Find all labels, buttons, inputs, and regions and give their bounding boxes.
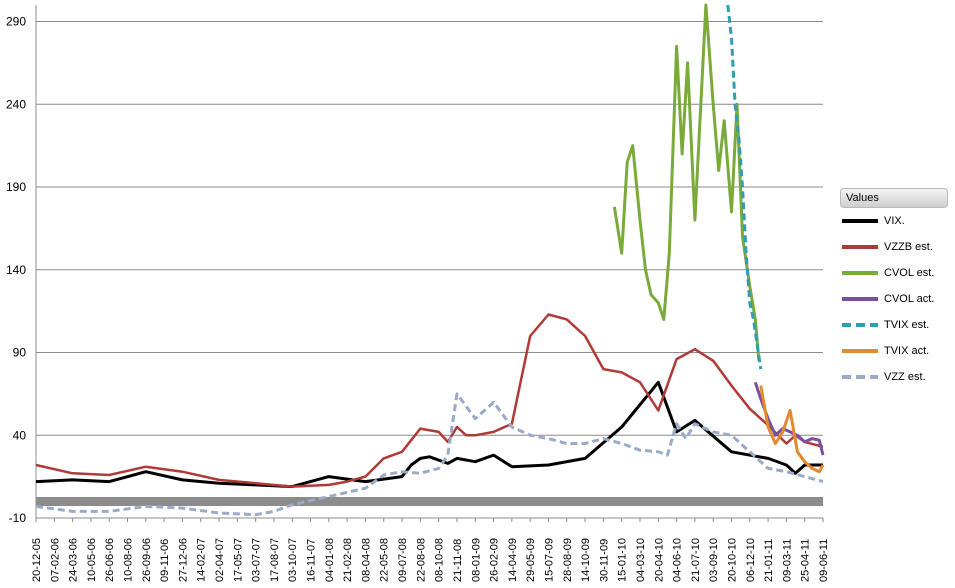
x-tick-label: 14-02-07 (196, 538, 208, 582)
y-tick-label: 140 (6, 263, 26, 277)
x-tick-label: 21-11-08 (452, 539, 464, 582)
x-tick-label: 03-10-07 (287, 538, 299, 582)
x-tick-label: 08-01-09 (470, 538, 482, 582)
legend-swatch (842, 323, 878, 327)
x-tick-label: 04-01-08 (324, 538, 336, 582)
legend-item: TVIX est. (842, 312, 952, 338)
x-tick-label: 22-08-08 (415, 538, 427, 582)
y-tick-label: 290 (6, 15, 26, 29)
legend-label: VZZB est. (884, 241, 933, 253)
x-tick-label: 03-07-07 (251, 538, 263, 582)
x-tick-label: 20-12-05 (31, 538, 43, 582)
x-tick-label: 29-05-09 (525, 538, 537, 582)
x-tick-label: 04-06-10 (672, 538, 684, 582)
x-tick-label: 15-07-09 (543, 538, 555, 582)
legend-item: VIX. (842, 208, 952, 234)
x-tick-label: 10-08-06 (123, 538, 135, 582)
legend-title: Values (840, 188, 948, 208)
x-tick-label: 14-04-09 (507, 538, 519, 582)
x-tick-label: 14-10-09 (580, 538, 592, 582)
x-tick-label: 27-12-06 (177, 538, 189, 582)
y-tick-label: 190 (6, 180, 26, 194)
x-tick-label: 26-02-09 (489, 538, 501, 582)
series-line-1 (35, 313, 824, 488)
y-tick-label: 90 (13, 346, 27, 360)
legend-item: VZZ est. (842, 364, 952, 390)
x-tick-label: 04-03-10 (635, 538, 647, 582)
legend-label: CVOL act. (884, 293, 935, 305)
x-tick-label: 20-10-10 (726, 538, 738, 582)
legend-swatch (842, 297, 878, 301)
y-tick-label: 240 (6, 97, 26, 111)
series-lines (35, 3, 825, 517)
x-tick-label: 21-01-11 (763, 539, 775, 582)
legend-item: CVOL act. (842, 286, 952, 312)
x-tick-label: 30-11-09 (598, 539, 610, 582)
x-tick-label: 22-05-08 (379, 538, 391, 582)
x-tick-label: 26-09-06 (141, 538, 153, 582)
legend-swatch (842, 375, 878, 379)
legend-label: VIX. (884, 215, 905, 227)
y-tick-labels: -10 40 90 140 190 240 290 (6, 15, 26, 525)
x-tick-label: 08-10-08 (434, 538, 446, 582)
x-tick-label: 24-03-06 (68, 538, 80, 582)
x-tick-label: 21-02-08 (342, 538, 354, 582)
series-line-6 (35, 392, 824, 517)
x-tick-label: 20-04-10 (653, 538, 665, 582)
series-line-2 (612, 3, 761, 361)
y-tick-label: -10 (9, 511, 27, 525)
legend-swatch (842, 245, 878, 249)
x-tick-label: 10-05-06 (86, 538, 98, 582)
zero-band (36, 497, 823, 506)
legend-label: TVIX est. (884, 319, 930, 331)
legend: VIX. VZZB est. CVOL est. CVOL act. TVIX est.… (842, 208, 952, 390)
legend-label: VZZ est. (884, 371, 926, 383)
x-tick-label: 15-01-10 (617, 538, 629, 582)
series-line-4 (726, 4, 763, 370)
x-tick-label: 09-11-06 (159, 539, 171, 582)
x-tick-label: 26-06-06 (104, 538, 116, 582)
series-line-0 (35, 380, 823, 489)
x-tick-label: 16-11-07 (306, 539, 318, 582)
x-tick-label: 09-06-11 (818, 539, 830, 582)
legend-swatch (842, 349, 878, 353)
legend-swatch (842, 271, 878, 275)
y-tick-label: 40 (13, 428, 27, 442)
x-tick-label: 17-05-07 (232, 538, 244, 582)
x-tick-label: 25-04-11 (800, 539, 812, 582)
legend-label: TVIX act. (884, 345, 930, 357)
x-tick-label: 17-08-07 (269, 538, 281, 582)
x-tick-labels: 20-12-05 07-02-06 24-03-06 10-05-06 26-06-06… (31, 518, 830, 582)
x-tick-label: 07-02-06 (49, 538, 61, 582)
x-tick-label: 28-08-09 (562, 538, 574, 582)
x-tick-label: 08-04-08 (360, 538, 372, 582)
x-tick-label: 03-09-10 (708, 538, 720, 582)
legend-item: CVOL est. (842, 260, 952, 286)
x-tick-label: 09-07-08 (397, 538, 409, 582)
legend-label: CVOL est. (884, 267, 935, 279)
gridlines (36, 21, 823, 519)
x-tick-label: 09-03-11 (781, 539, 793, 582)
x-tick-label: 02-04-07 (214, 538, 226, 582)
x-tick-label: 06-12-10 (745, 538, 757, 582)
series-line-5 (759, 385, 825, 474)
legend-item: TVIX act. (842, 338, 952, 364)
legend-item: VZZB est. (842, 234, 952, 260)
x-tick-label: 21-07-10 (690, 538, 702, 582)
legend-swatch (842, 219, 878, 223)
